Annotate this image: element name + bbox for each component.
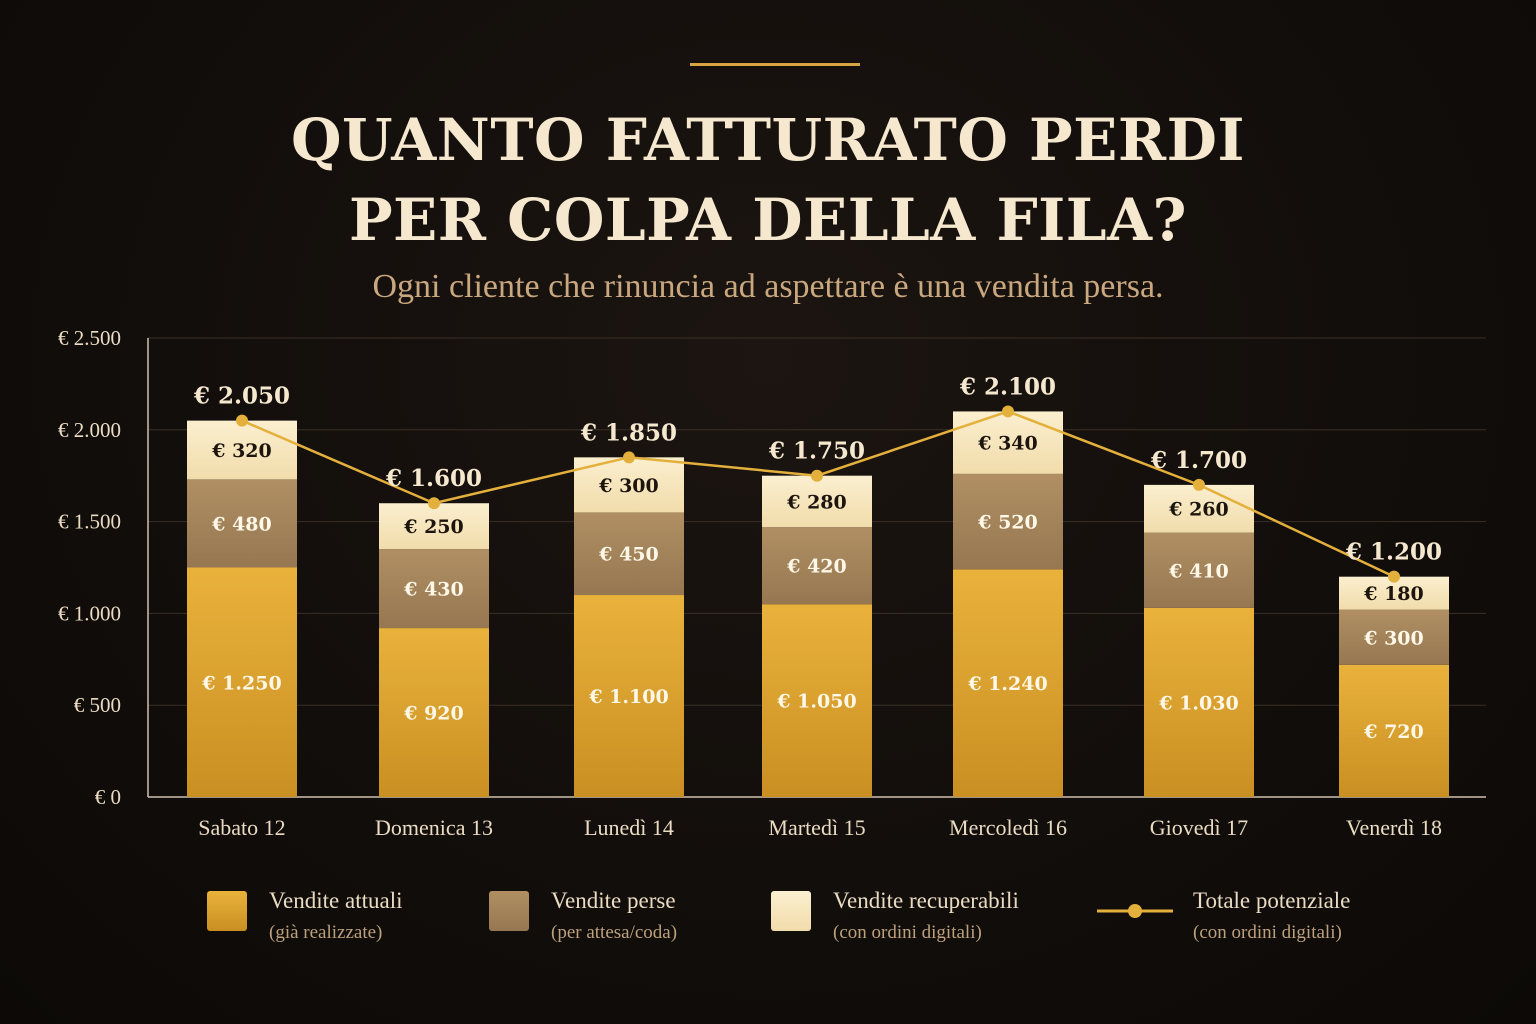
y-tick-label: € 2.000 xyxy=(58,418,121,442)
total-line-point xyxy=(1388,570,1400,583)
segment-value-label: € 1.250 xyxy=(201,672,281,694)
total-line-point xyxy=(1193,478,1205,491)
legend: Vendite attuali (già realizzate) Vendite… xyxy=(0,888,1536,958)
bar-segment-recoverable xyxy=(953,411,1063,474)
x-tick-label: Venerdì 18 xyxy=(1346,815,1442,840)
bar-segment-actual xyxy=(574,595,684,797)
total-value-label: € 1.850 xyxy=(580,419,677,446)
total-value-label: € 1.750 xyxy=(768,438,865,465)
total-line-point xyxy=(428,497,440,510)
x-tick-label: Giovedì 17 xyxy=(1150,815,1248,840)
legend-swatch-actual xyxy=(207,891,247,931)
segment-value-label: € 250 xyxy=(403,516,464,538)
y-tick-label: € 0 xyxy=(95,785,121,809)
total-line-point xyxy=(623,451,635,464)
bar-segment-actual xyxy=(1339,664,1449,797)
bar-segment-lost xyxy=(187,479,297,568)
bar-segment-actual xyxy=(187,567,297,797)
bar-segment-actual xyxy=(1144,607,1254,797)
legend-sub-lost: (per attesa/coda) xyxy=(551,922,678,943)
bar-segment-recoverable xyxy=(379,503,489,550)
bar-segment-lost xyxy=(379,549,489,629)
legend-label-recoverable: Vendite recuperabili xyxy=(833,888,1019,913)
segment-value-label: € 320 xyxy=(211,440,272,462)
total-value-label: € 1.200 xyxy=(1345,539,1442,566)
y-tick-label: € 1.000 xyxy=(58,601,121,625)
bar-segment-recoverable xyxy=(187,420,297,480)
legend-label-actual: Vendite attuali xyxy=(269,888,403,913)
x-tick-label: Domenica 13 xyxy=(375,815,493,840)
page-subtitle: Ogni cliente che rinuncia ad aspettare è… xyxy=(372,268,1164,305)
legend-swatch-recoverable xyxy=(771,891,811,931)
bar-segment-lost xyxy=(953,473,1063,570)
page-title: QUANTO FATTURATO PERDI PER COLPA DELLA F… xyxy=(0,100,1536,260)
total-value-label: € 2.100 xyxy=(959,373,1056,400)
y-tick-label: € 1.500 xyxy=(58,510,121,534)
total-value-label: € 1.600 xyxy=(385,465,482,492)
segment-value-label: € 340 xyxy=(977,433,1038,455)
total-line-point xyxy=(236,414,248,427)
legend-label-lost: Vendite perse xyxy=(551,888,676,913)
title-line-1: QUANTO FATTURATO PERDI xyxy=(290,106,1245,174)
segment-value-label: € 1.240 xyxy=(967,673,1047,695)
legend-sub-actual: (già realizzate) xyxy=(269,922,383,943)
total-value-label: € 1.700 xyxy=(1150,447,1247,474)
segment-value-label: € 520 xyxy=(977,512,1038,534)
y-tick-label: € 2.500 xyxy=(58,326,121,350)
segment-value-label: € 1.050 xyxy=(776,691,856,713)
legend-line-total xyxy=(1097,904,1173,918)
segment-value-label: € 430 xyxy=(403,579,464,601)
legend-sub-recoverable: (con ordini digitali) xyxy=(833,922,982,943)
segment-value-label: € 480 xyxy=(211,513,272,535)
total-line-point xyxy=(1002,405,1014,418)
total-value-label: € 2.050 xyxy=(193,383,290,410)
segment-value-label: € 1.100 xyxy=(588,686,668,708)
title-line-2: PER COLPA DELLA FILA? xyxy=(348,186,1188,254)
data-labels: € 1.250 € 480 € 320 € 920 € 430 € 250 € 1.100 €… xyxy=(193,373,1442,742)
bars xyxy=(187,411,1449,797)
legend-sub-total: (con ordini digitali) xyxy=(1193,922,1342,943)
segment-value-label: € 1.030 xyxy=(1158,692,1238,714)
total-line-point xyxy=(811,469,823,482)
axes: € 0 € 500 € 1.000 € 1.500 € 2.000 € 2.500 Saba… xyxy=(58,326,1486,840)
segment-value-label: € 180 xyxy=(1363,583,1424,605)
x-tick-label: Sabato 12 xyxy=(198,815,285,840)
bar-segment-recoverable xyxy=(1144,484,1254,533)
x-tick-label: Mercoledì 16 xyxy=(949,815,1067,840)
bar-segment-lost xyxy=(762,527,872,605)
title-decoration-line xyxy=(690,63,860,66)
segment-value-label: € 450 xyxy=(598,544,659,566)
bar-segment-lost xyxy=(1144,532,1254,608)
bar-segment-actual xyxy=(379,628,489,797)
x-tick-label: Lunedì 14 xyxy=(584,815,674,840)
legend-swatch-lost xyxy=(489,891,529,931)
segment-value-label: € 420 xyxy=(786,556,847,578)
bar-segment-actual xyxy=(762,604,872,797)
bar-segment-lost xyxy=(1339,609,1449,665)
total-line xyxy=(236,405,1400,583)
y-tick-label: € 500 xyxy=(74,693,121,717)
segment-value-label: € 300 xyxy=(598,475,659,497)
bar-segment-actual xyxy=(953,569,1063,797)
segment-value-label: € 720 xyxy=(1363,721,1424,743)
bar-segment-recoverable xyxy=(762,475,872,528)
x-tick-label: Martedì 15 xyxy=(768,815,865,840)
segment-value-label: € 280 xyxy=(786,491,847,513)
segment-value-label: € 410 xyxy=(1168,560,1229,582)
segment-value-label: € 260 xyxy=(1168,499,1229,521)
segment-value-label: € 300 xyxy=(1363,627,1424,649)
legend-label-total: Totale potenziale xyxy=(1193,888,1351,913)
segment-value-label: € 920 xyxy=(403,703,464,725)
bar-segment-lost xyxy=(574,512,684,596)
